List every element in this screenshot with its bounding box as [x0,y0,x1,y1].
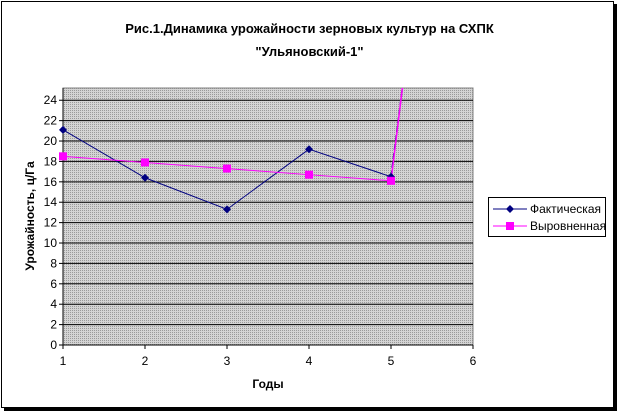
y-tick-label: 12 [44,216,58,230]
chart-title: Рис.1.Динамика урожайности зерновых куль… [0,17,619,63]
data-point-actual [305,145,313,154]
legend-item-actual: Фактическая [493,201,601,217]
chart-title-line2: "Ульяновский-1" [255,44,364,59]
data-point-trend [223,164,231,173]
x-axis-label: Годы [252,377,284,391]
data-point-actual [59,125,67,134]
y-tick-label: 10 [44,236,58,250]
diamond-marker-icon [493,205,527,213]
y-tick-label: 22 [44,114,58,128]
legend: Фактическая Выровненная [488,197,606,237]
y-tick-label: 6 [50,277,57,291]
x-tick-label: 3 [224,354,231,368]
legend-item-trend: Выровненная [493,218,606,234]
square-marker-icon [493,222,527,230]
chart-title-line1: Рис.1.Динамика урожайности зерновых куль… [125,21,494,36]
y-tick-label: 14 [44,195,58,209]
legend-label: Выровненная [530,219,607,233]
data-point-actual [223,205,231,214]
y-tick-label: 8 [50,256,57,270]
data-point-actual [141,173,149,182]
x-tick-label: 5 [388,354,395,368]
trend-extension-line [390,88,404,181]
x-tick-label: 4 [306,354,313,368]
legend-label: Фактическая [530,202,601,216]
y-tick-label: 2 [50,318,57,332]
plot-background [62,87,474,346]
y-tick-label: 18 [44,154,58,168]
data-point-trend [59,152,67,161]
y-tick-label: 16 [44,175,58,189]
y-tick-label: 4 [50,297,57,311]
y-tick-label: 20 [44,134,58,148]
x-tick-label: 1 [60,354,67,368]
data-point-trend [387,176,395,185]
x-tick-label: 6 [470,354,477,368]
data-point-trend [141,158,149,167]
x-tick-label: 2 [142,354,149,368]
y-tick-label: 24 [44,93,58,107]
data-point-trend [305,170,313,179]
y-tick-label: 0 [50,338,57,352]
